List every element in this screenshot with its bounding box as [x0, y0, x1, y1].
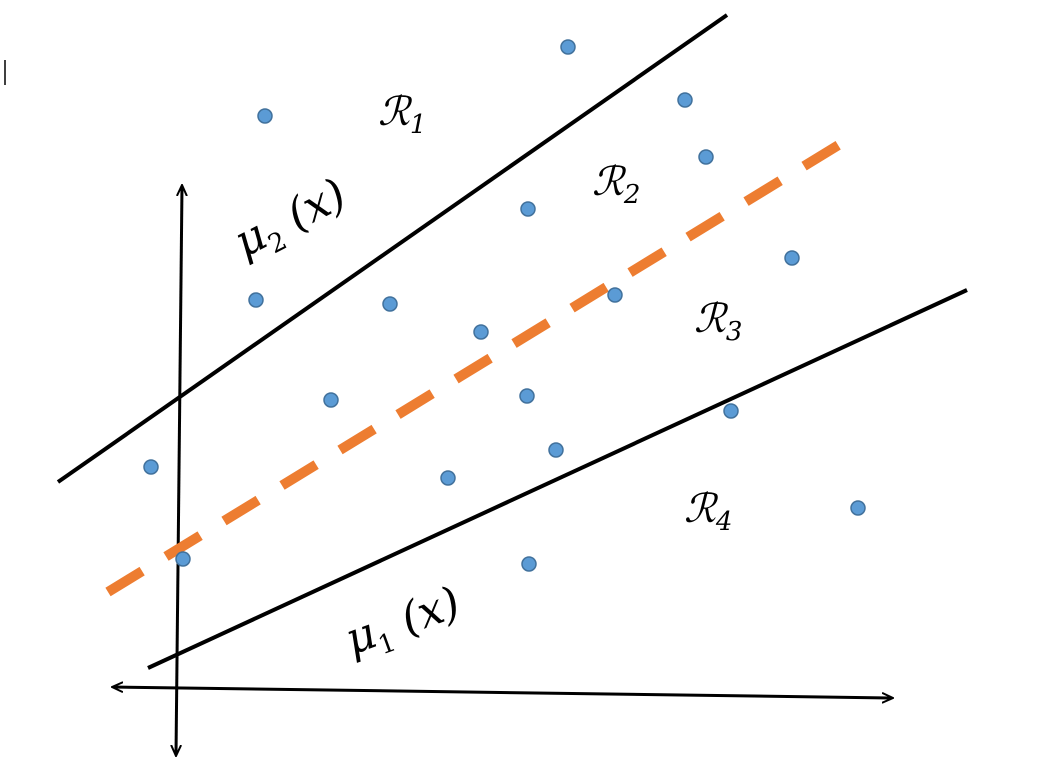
x-axis — [113, 687, 892, 698]
region-subscript: 2 — [623, 180, 641, 210]
region-subscript: 1 — [410, 110, 427, 140]
point — [521, 556, 537, 572]
point — [723, 403, 739, 419]
point — [440, 470, 456, 486]
region-label: ℛ2 — [592, 159, 640, 210]
function-argument: (x) — [394, 577, 467, 645]
point — [382, 296, 398, 312]
points — [143, 39, 866, 572]
point — [698, 149, 714, 165]
point — [520, 201, 536, 217]
point — [473, 324, 489, 340]
region-label: ℛ4 — [684, 486, 732, 537]
y-axis — [176, 186, 182, 755]
point — [607, 287, 623, 303]
function-label: μ1(x) — [338, 577, 469, 671]
region-symbol: ℛ — [694, 296, 729, 342]
region-label: ℛ3 — [694, 296, 742, 347]
region-symbol: ℛ — [378, 89, 413, 135]
function-label: μ2(x) — [226, 169, 357, 274]
point — [175, 551, 191, 567]
point — [784, 250, 800, 266]
upper-boundary — [56, 13, 729, 484]
point — [257, 108, 273, 124]
lower-boundary — [147, 288, 968, 670]
region-symbol: ℛ — [592, 159, 627, 205]
point — [548, 442, 564, 458]
region-label: ℛ1 — [378, 89, 426, 140]
function-argument: (x) — [279, 169, 355, 241]
point — [143, 459, 159, 475]
region-subscript: 4 — [715, 507, 733, 537]
point — [677, 92, 693, 108]
region-subscript: 3 — [726, 317, 743, 347]
point — [519, 388, 535, 404]
mean-line — [105, 133, 853, 597]
region-symbol: ℛ — [684, 486, 719, 532]
point — [850, 500, 866, 516]
point — [560, 39, 576, 55]
point — [248, 292, 264, 308]
point — [323, 392, 339, 408]
